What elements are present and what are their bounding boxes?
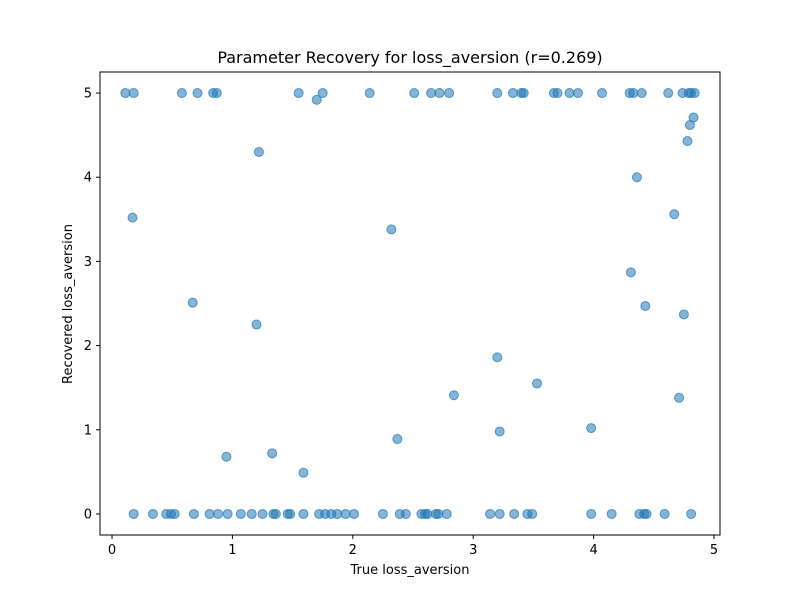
x-tick-label: 3: [469, 543, 477, 558]
scatter-point: [187, 297, 198, 308]
scatter-point: [392, 434, 403, 445]
scatter-point: [552, 88, 563, 99]
scatter-point: [221, 451, 232, 462]
scatter-point: [572, 88, 583, 99]
scatter-point: [659, 508, 670, 519]
scatter-point: [684, 120, 695, 131]
scatter-point: [298, 467, 309, 478]
scatter-point: [492, 88, 503, 99]
scatter-point: [298, 508, 309, 519]
scatter-point: [293, 88, 304, 99]
scatter-point: [485, 508, 496, 519]
x-tick-label: 5: [710, 543, 718, 558]
y-tick-label: 1: [84, 423, 92, 438]
scatter-point: [441, 508, 452, 519]
scatter-point: [426, 88, 437, 99]
scatter-point: [349, 508, 360, 519]
scatter-point: [422, 508, 433, 519]
scatter-point: [377, 508, 388, 519]
scatter-point: [689, 88, 700, 99]
scatter-point: [494, 508, 505, 519]
scatter-point: [507, 88, 518, 99]
scatter-point: [128, 508, 139, 519]
scatter-point: [317, 88, 328, 99]
x-axis-ticks: 0 1 2 3 4 5: [108, 535, 718, 558]
scatter-point: [434, 88, 445, 99]
points-layer: [120, 88, 700, 519]
scatter-point: [518, 88, 529, 99]
scatter-point: [448, 390, 459, 401]
y-axis-ticks: 0 1 2 3 4 5: [84, 87, 100, 522]
scatter-point: [509, 508, 520, 519]
scatter-point: [640, 301, 651, 312]
y-tick-label: 2: [84, 339, 92, 354]
scatter-point: [678, 309, 689, 320]
x-tick-label: 4: [589, 543, 597, 558]
x-axis-label: True loss_aversion: [350, 563, 470, 578]
scatter-point: [120, 88, 131, 99]
scatter-point: [253, 146, 264, 157]
x-tick-label: 1: [228, 543, 236, 558]
scatter-point: [400, 508, 411, 519]
scatter-point: [204, 508, 215, 519]
y-axis-label: Recovered loss_aversion: [61, 224, 76, 384]
scatter-point: [631, 172, 642, 183]
chart-title: Parameter Recovery for loss_aversion (r=…: [217, 48, 602, 68]
scatter-point: [663, 88, 674, 99]
scatter-point: [285, 508, 296, 519]
scatter-point: [235, 508, 246, 519]
scatter-point: [169, 508, 180, 519]
x-tick-label: 2: [349, 543, 357, 558]
scatter-point: [340, 508, 351, 519]
scatter-point: [682, 136, 693, 147]
scatter-point: [586, 508, 597, 519]
scatter-point: [586, 423, 597, 434]
scatter-point: [257, 508, 268, 519]
scatter-point: [492, 352, 503, 363]
scatter-point: [597, 88, 608, 99]
scatter-point: [606, 508, 617, 519]
scatter-point: [625, 267, 636, 278]
scatter-point: [641, 508, 652, 519]
y-tick-label: 5: [84, 87, 92, 102]
scatter-point: [311, 94, 322, 105]
scatter-point: [564, 88, 575, 99]
scatter-point: [669, 209, 680, 220]
scatter-point: [494, 426, 505, 437]
scatter-point: [212, 508, 223, 519]
scatter-point: [127, 212, 138, 223]
y-tick-label: 3: [84, 255, 92, 270]
x-tick-label: 0: [108, 543, 116, 558]
scatter-point: [251, 319, 262, 330]
scatter-point: [332, 508, 343, 519]
scatter-point: [628, 88, 639, 99]
scatter-point: [527, 508, 538, 519]
y-tick-label: 4: [84, 171, 92, 186]
scatter-point: [222, 508, 233, 519]
scatter-point: [686, 508, 697, 519]
scatter-point: [147, 508, 158, 519]
scatter-point: [176, 88, 187, 99]
scatter-point: [128, 88, 139, 99]
scatter-point: [211, 88, 222, 99]
scatter-point: [532, 378, 543, 389]
scatter-point: [386, 224, 397, 235]
scatter-point: [364, 88, 375, 99]
scatter-point: [636, 88, 647, 99]
scatter-point: [433, 508, 444, 519]
scatter-point: [267, 448, 278, 459]
scatter-point: [188, 508, 199, 519]
y-tick-label: 0: [84, 507, 92, 522]
scatter-point: [270, 508, 281, 519]
axes-frame: [99, 71, 721, 536]
scatter-point: [444, 88, 455, 99]
scatter-point: [246, 508, 257, 519]
scatter-point: [192, 88, 203, 99]
scatter-point: [409, 88, 420, 99]
scatter-point: [674, 392, 685, 403]
